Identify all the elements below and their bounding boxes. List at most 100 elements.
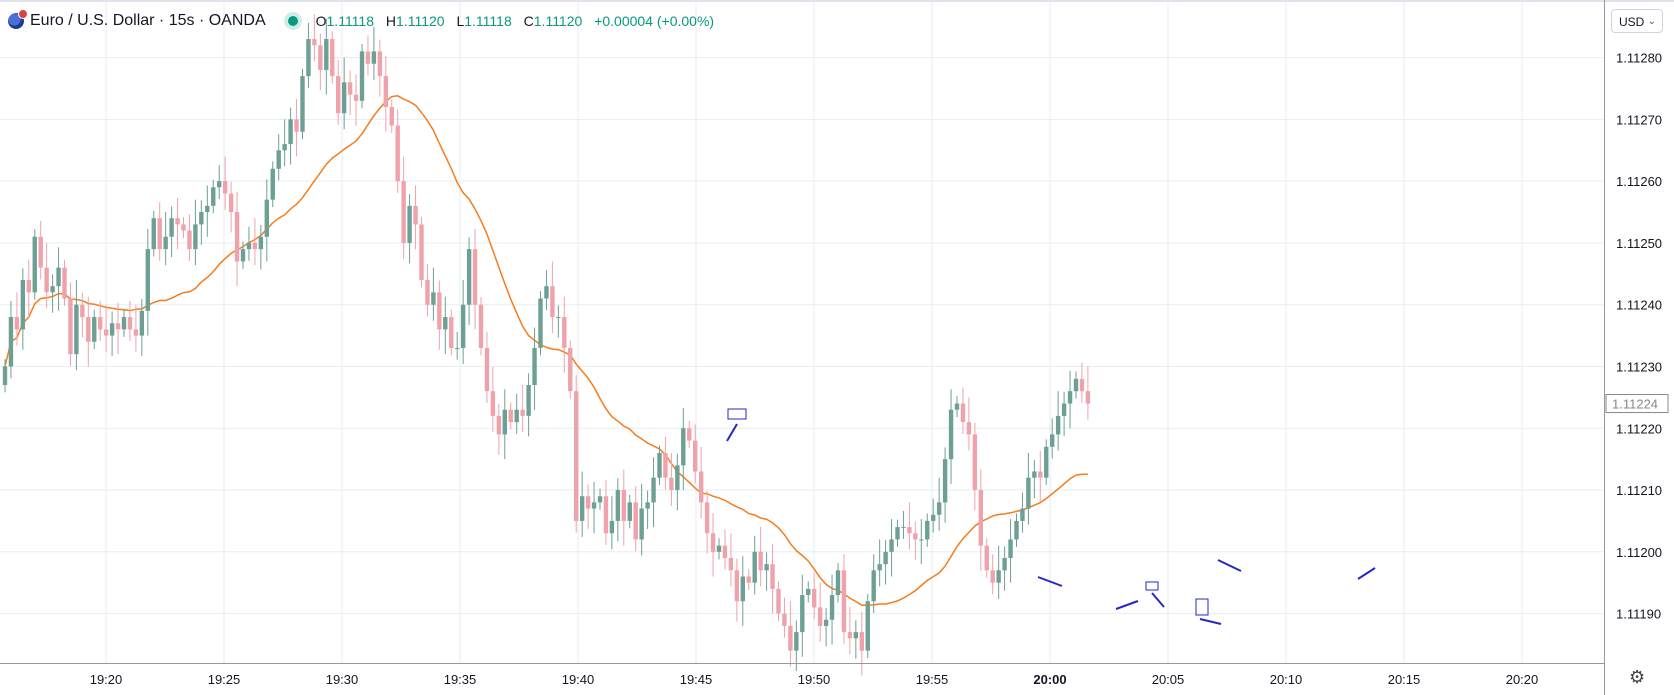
candle-body (1002, 557, 1007, 571)
candle-body (437, 292, 442, 330)
candle-body (698, 471, 704, 503)
candle-body (984, 545, 989, 571)
candle-body (455, 347, 460, 349)
candle-body (621, 490, 626, 521)
candle-body (562, 317, 567, 348)
candle-body (966, 422, 972, 435)
candle-body (258, 236, 264, 250)
symbol-title[interactable]: Euro / U.S. Dollar · 15s · OANDA (30, 12, 266, 29)
candle-body (812, 588, 817, 608)
candle-body (538, 298, 543, 348)
candle-body (752, 551, 757, 583)
candle-body (324, 39, 329, 70)
candle-body (556, 317, 561, 319)
candle-body (449, 317, 454, 348)
candle-body (1085, 391, 1091, 404)
x-tick-label: 19:40 (562, 672, 595, 687)
candle-body (44, 267, 49, 293)
y-tick-label: 1.11230 (1616, 359, 1662, 374)
candle-body (978, 490, 983, 546)
candle-body (228, 193, 234, 213)
candle-body (264, 199, 269, 237)
candle-body (925, 520, 930, 540)
candle-body (359, 51, 365, 101)
low-value: 1.11118 (464, 13, 512, 29)
candle-body (776, 588, 781, 614)
candle-body (615, 490, 621, 521)
candle-body (169, 218, 174, 237)
candle-body (199, 212, 204, 225)
candle-body (306, 39, 311, 77)
annotation-marker (1037, 576, 1063, 587)
candle-body (240, 249, 246, 262)
candle-body (794, 632, 799, 651)
y-tick-label: 1.11220 (1616, 421, 1662, 436)
candle-body (960, 403, 966, 423)
currency-label: USD (1619, 15, 1645, 29)
candle-body (764, 564, 769, 571)
candle-body (942, 459, 948, 503)
candle-body (472, 249, 478, 305)
candle-body (74, 304, 79, 355)
candle-body (645, 502, 650, 509)
candle-body (1032, 471, 1037, 478)
annotation-marker (1357, 567, 1376, 580)
candle-body (651, 477, 656, 503)
candle-body (20, 279, 26, 330)
x-tick-label: 19:35 (444, 672, 477, 687)
market-status-icon[interactable] (287, 16, 298, 26)
candle-body (746, 576, 751, 583)
candle-body (276, 150, 281, 169)
candle-body (954, 403, 960, 410)
candle-body (502, 409, 507, 435)
candle-body (597, 496, 603, 503)
candle-body (591, 502, 597, 509)
candle-body (520, 409, 525, 416)
candle-body (704, 502, 710, 534)
candle-body (478, 304, 484, 348)
candle-body (460, 304, 466, 348)
candle-body (663, 452, 668, 478)
annotation-box (727, 408, 747, 420)
candle-body (568, 347, 573, 392)
candle-body (86, 317, 91, 342)
candle-body (312, 39, 317, 46)
candle-body (770, 564, 775, 589)
x-tick-label: 19:45 (680, 672, 713, 687)
x-tick-label: 19:50 (798, 672, 831, 687)
candle-body (222, 181, 228, 194)
candle-body (371, 51, 377, 64)
gear-icon[interactable]: ⚙ (1629, 667, 1646, 687)
candle-body (728, 557, 734, 571)
candle-body (633, 502, 638, 540)
candle-body (639, 508, 644, 540)
drawing-annotations[interactable] (726, 408, 1376, 625)
candle-body (252, 242, 258, 250)
currency-selector[interactable]: USD ⌄ (1611, 9, 1663, 33)
candle-body (532, 347, 537, 386)
candle-body (419, 224, 424, 280)
candle-body (270, 168, 275, 200)
annotation-marker (1151, 592, 1165, 608)
candle-body (211, 187, 216, 206)
candle-body (407, 205, 412, 243)
x-tick-label: 20:05 (1152, 672, 1185, 687)
candle-body (508, 409, 513, 423)
candle-body (514, 409, 519, 423)
candle-body (722, 545, 728, 558)
x-tick-label: 19:30 (326, 672, 359, 687)
candle-body (788, 625, 793, 651)
candle-body (841, 570, 847, 633)
candle-body (734, 570, 740, 602)
candle-body (1073, 378, 1079, 392)
candle-body (996, 570, 1001, 583)
candle-body (585, 496, 591, 509)
candle-body (466, 249, 472, 305)
candle-body (1020, 508, 1025, 521)
y-tick-label: 1.11260 (1616, 174, 1662, 189)
x-tick-label: 20:15 (1388, 672, 1421, 687)
close-label: C (523, 13, 534, 29)
candle-body (609, 520, 615, 534)
candle-body (187, 230, 192, 250)
